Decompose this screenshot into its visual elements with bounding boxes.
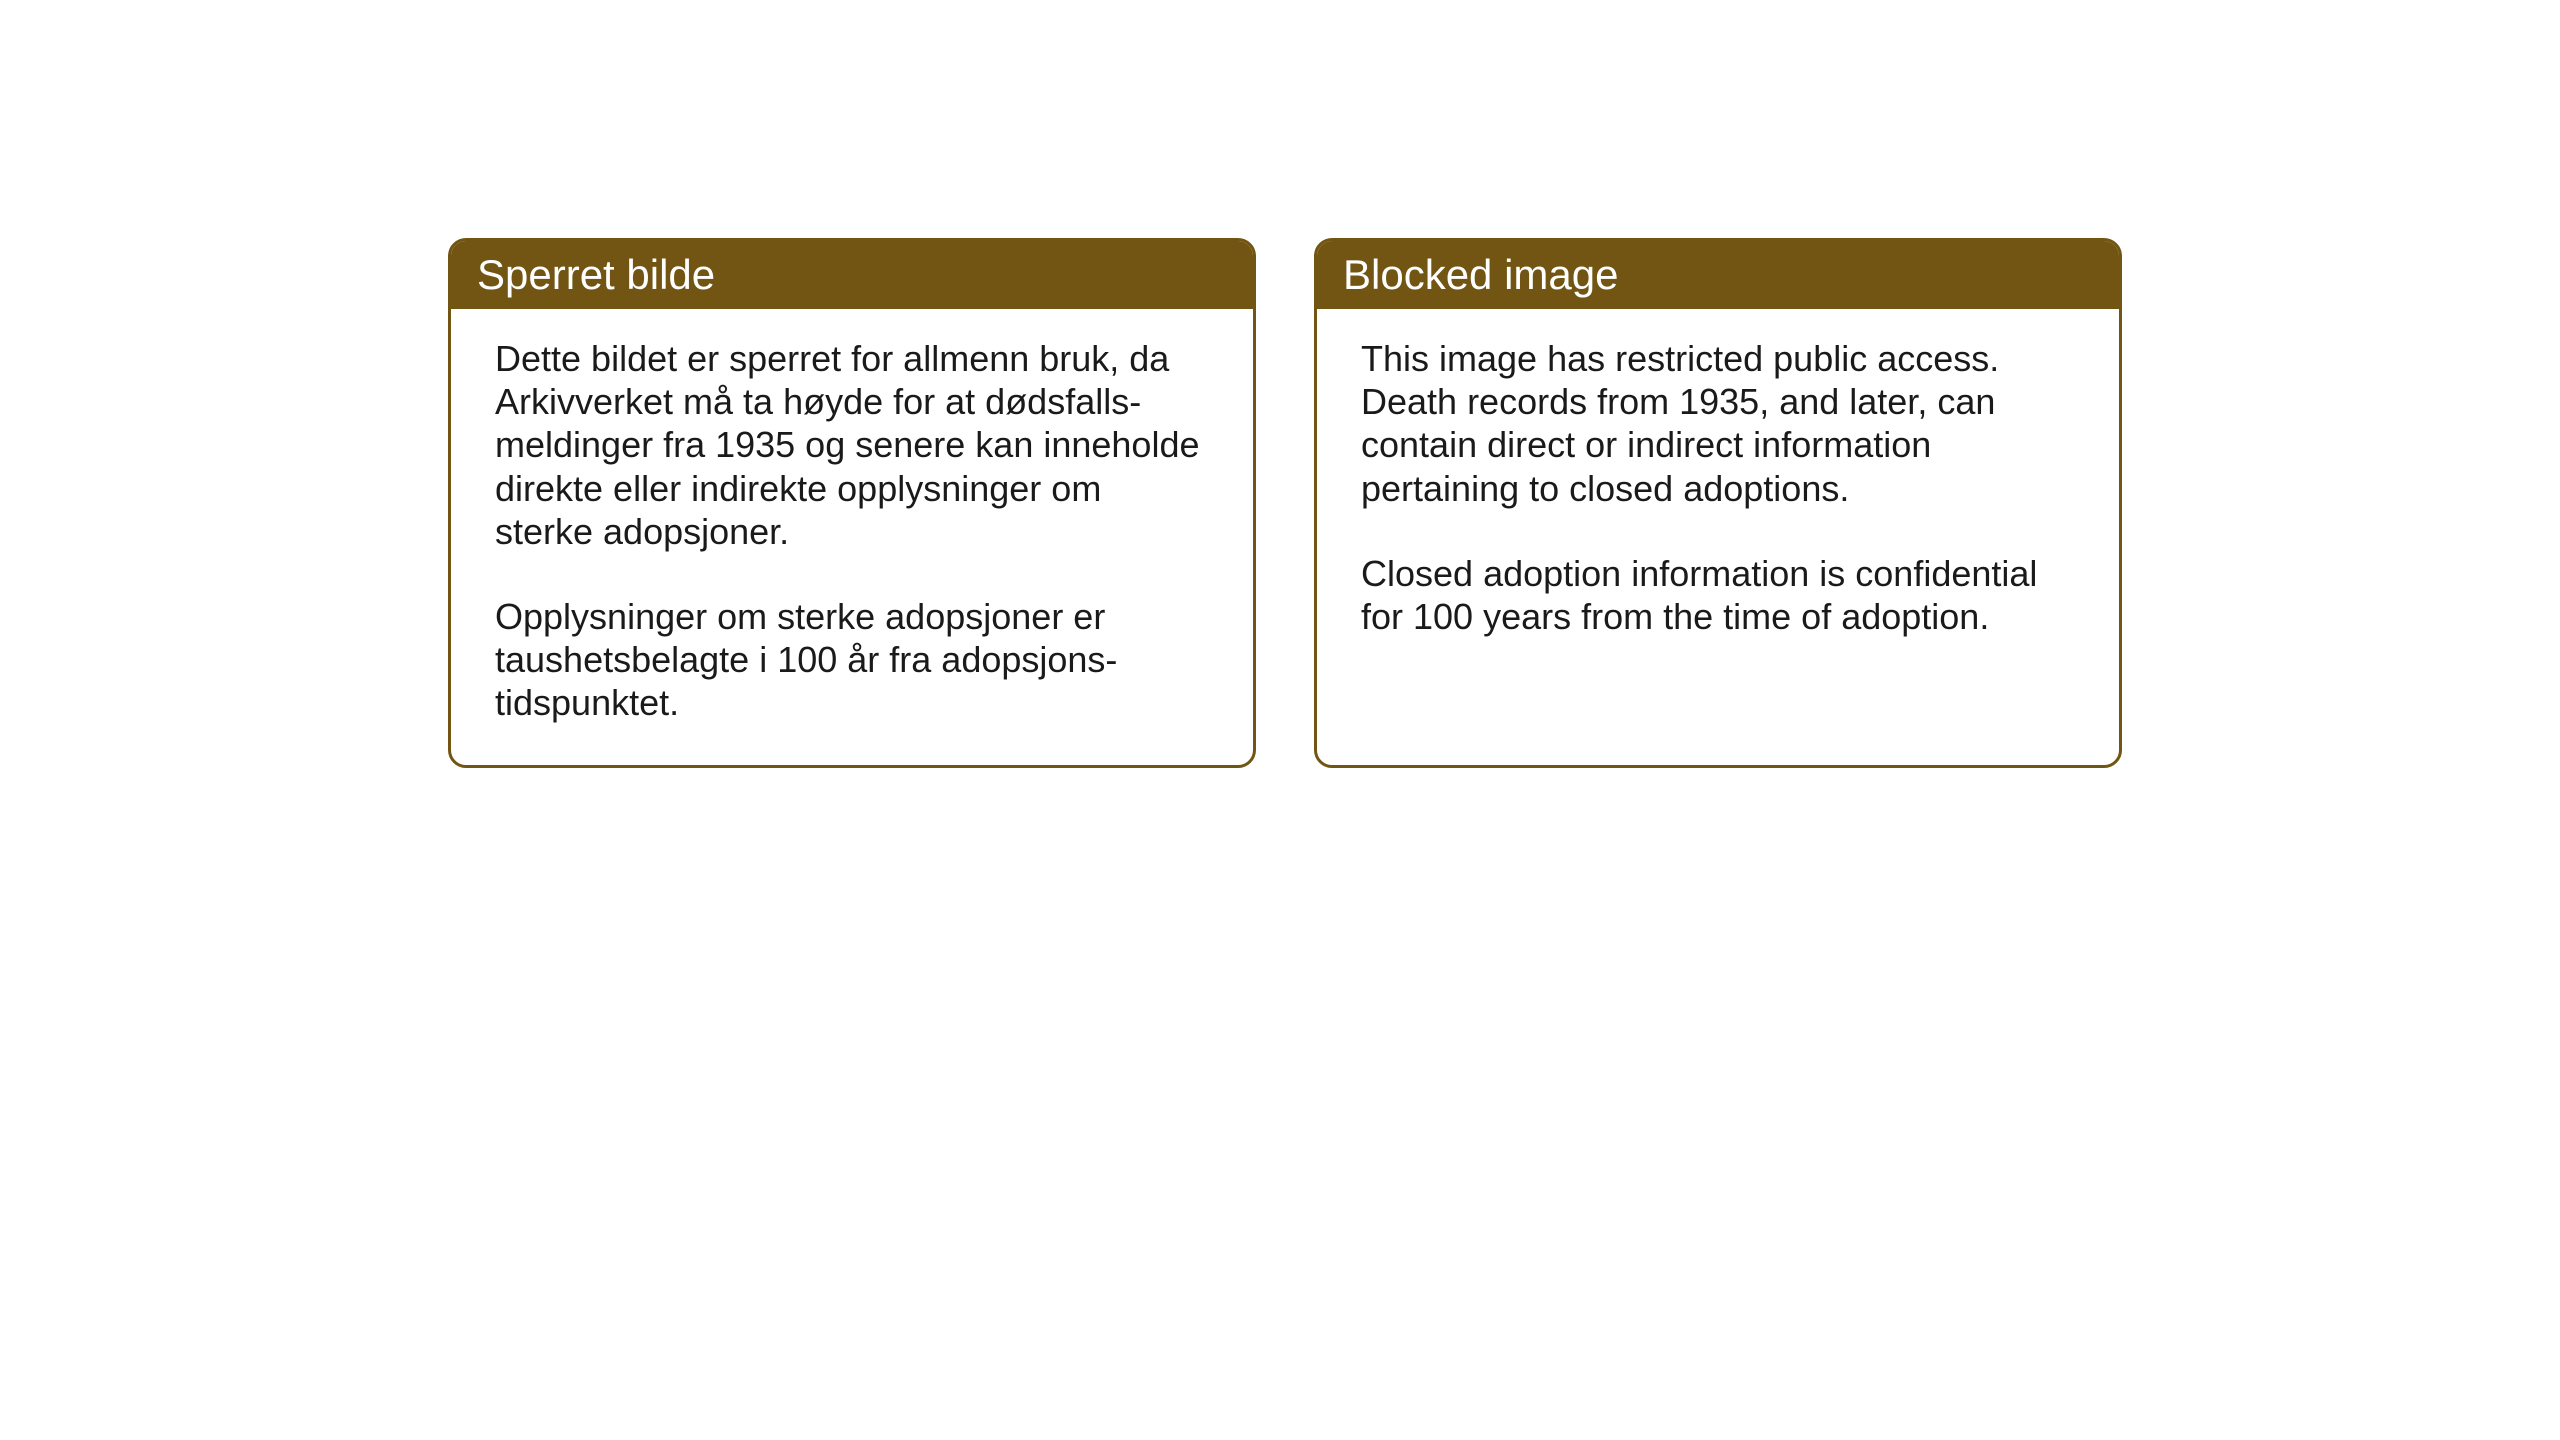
card-title: Blocked image bbox=[1343, 251, 1618, 298]
notice-card-norwegian: Sperret bilde Dette bildet er sperret fo… bbox=[448, 238, 1256, 768]
card-body-norwegian: Dette bildet er sperret for allmenn bruk… bbox=[451, 309, 1253, 765]
card-paragraph: This image has restricted public access.… bbox=[1361, 337, 2075, 510]
notice-card-english: Blocked image This image has restricted … bbox=[1314, 238, 2122, 768]
card-paragraph: Opplysninger om sterke adopsjoner er tau… bbox=[495, 595, 1209, 725]
card-title: Sperret bilde bbox=[477, 251, 715, 298]
card-header-english: Blocked image bbox=[1317, 241, 2119, 309]
card-header-norwegian: Sperret bilde bbox=[451, 241, 1253, 309]
card-paragraph: Closed adoption information is confident… bbox=[1361, 552, 2075, 638]
card-body-english: This image has restricted public access.… bbox=[1317, 309, 2119, 678]
card-paragraph: Dette bildet er sperret for allmenn bruk… bbox=[495, 337, 1209, 553]
notice-container: Sperret bilde Dette bildet er sperret fo… bbox=[448, 238, 2122, 768]
